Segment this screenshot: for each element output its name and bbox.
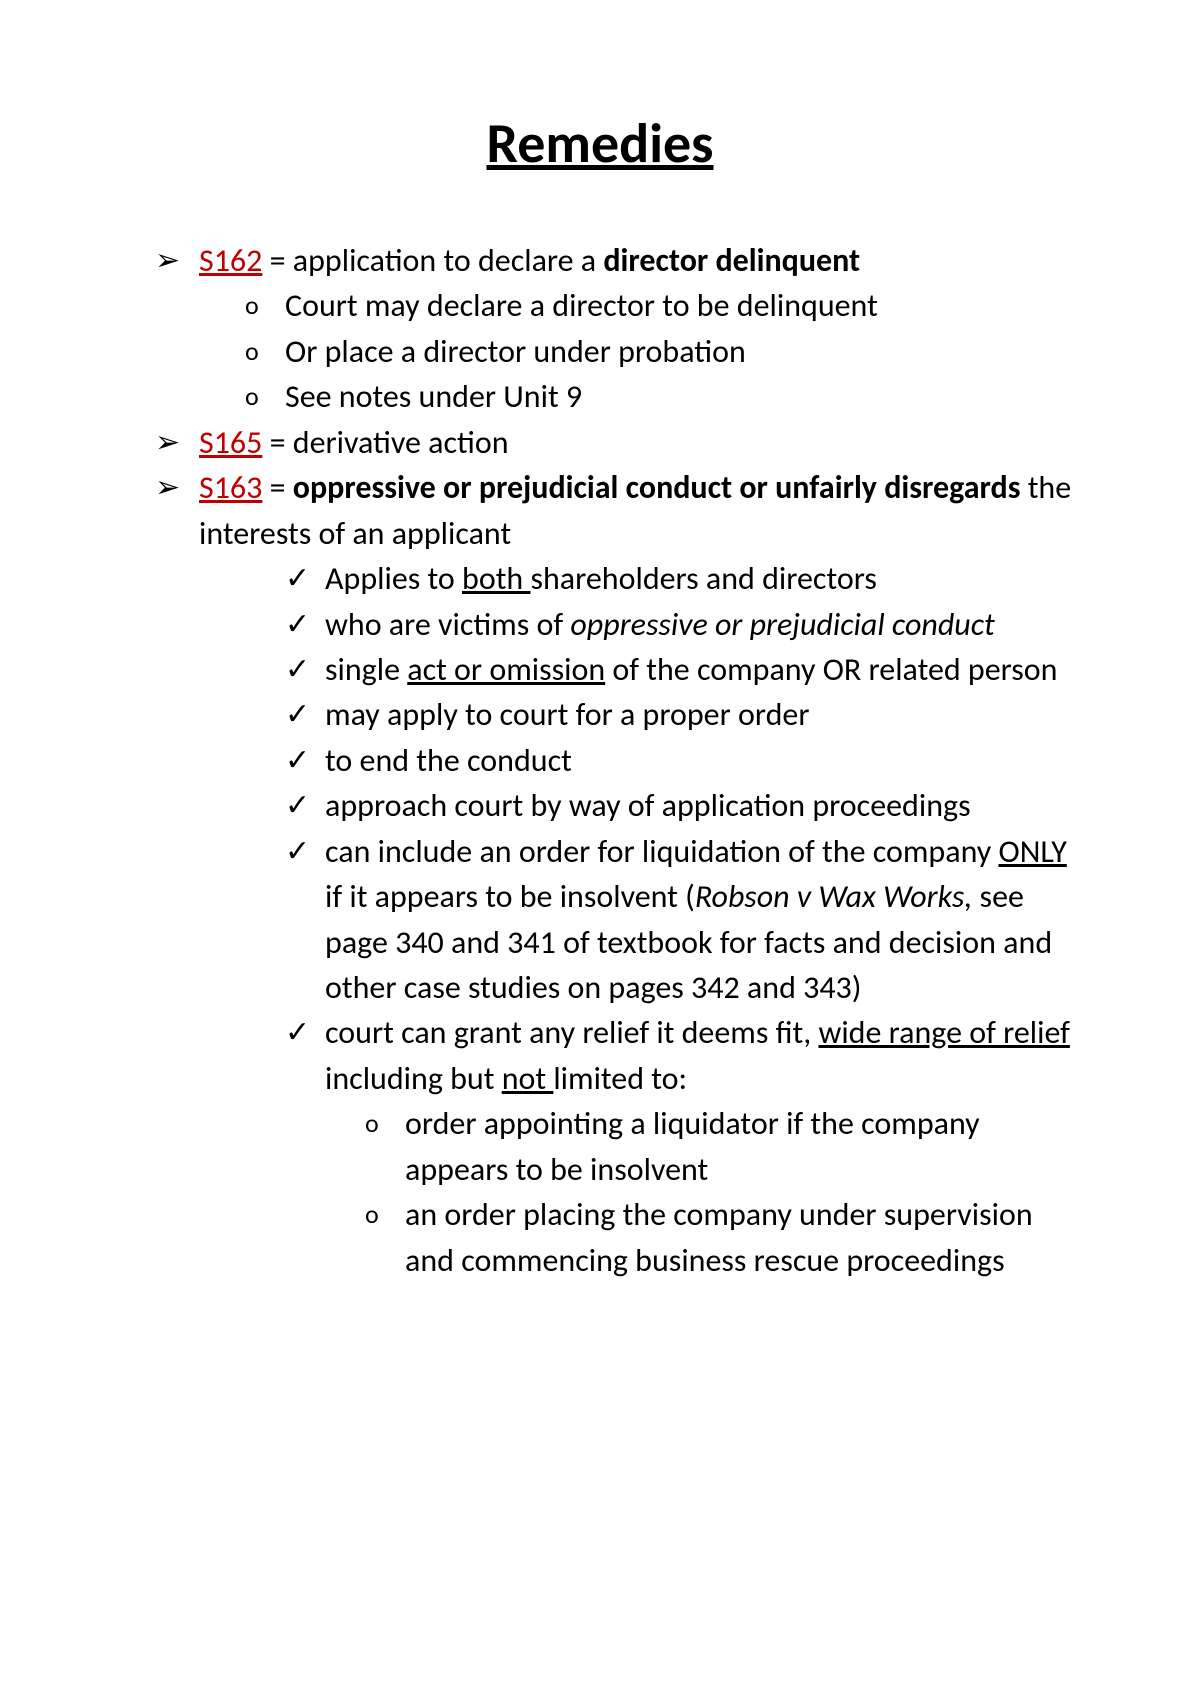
text: can include an order for liquidation of … — [325, 829, 1085, 1011]
check-item: ✓ who are victims of oppressive or preju… — [115, 602, 1085, 647]
check-icon: ✓ — [285, 740, 325, 783]
check-item: ✓ single act or omission of the company … — [115, 647, 1085, 692]
text: to end the conduct — [325, 738, 1085, 783]
text-italic: Robson v Wax Works, — [695, 877, 973, 916]
text: order appointing a liquidator if the com… — [405, 1101, 1085, 1192]
check-item: ✓ to end the conduct — [115, 738, 1085, 783]
check-icon: ✓ — [285, 604, 325, 647]
text: shareholders and directors — [530, 559, 876, 598]
text: can include an order for liquidation of … — [325, 832, 999, 871]
check-icon: ✓ — [285, 1012, 325, 1055]
page-title: Remedies — [115, 110, 1085, 178]
circle-icon: o — [245, 333, 285, 370]
text: = derivative action — [262, 423, 508, 462]
circle-icon: o — [365, 1196, 405, 1233]
document-page: { "title": "Remedies", "s162": { "code":… — [0, 0, 1200, 1697]
text-underline: both — [462, 559, 530, 598]
text: Applies to both shareholders and directo… — [325, 556, 1085, 601]
check-item: ✓ court can grant any relief it deems fi… — [115, 1010, 1085, 1101]
check-icon: ✓ — [285, 831, 325, 874]
section-code: S162 — [199, 241, 262, 280]
item-s165: ➢ S165 = derivative action — [115, 420, 1085, 465]
check-item: ✓ approach court by way of application p… — [115, 783, 1085, 828]
text: = application to declare a — [262, 241, 603, 280]
subitem: o Court may declare a director to be del… — [115, 283, 1085, 328]
check-icon: ✓ — [285, 694, 325, 737]
notes-body: ➢ S162 = application to declare a direct… — [115, 238, 1085, 1283]
check-item: ✓ may apply to court for a proper order — [115, 692, 1085, 737]
check-icon: ✓ — [285, 558, 325, 601]
text: limited to: — [553, 1059, 687, 1098]
check-item: ✓ Applies to both shareholders and direc… — [115, 556, 1085, 601]
item-s163-text: S163 = oppressive or prejudicial conduct… — [199, 465, 1085, 556]
text: including but — [325, 1059, 502, 1098]
circle-icon: o — [245, 378, 285, 415]
arrow-icon: ➢ — [155, 467, 199, 510]
arrow-icon: ➢ — [155, 240, 199, 283]
text-bold: director delinquent — [603, 241, 860, 280]
circle-icon: o — [245, 287, 285, 324]
item-s162: ➢ S162 = application to declare a direct… — [115, 238, 1085, 283]
text: may apply to court for a proper order — [325, 692, 1085, 737]
text: court can grant any relief it deems fit, — [325, 1013, 818, 1052]
text: single act or omission of the company OR… — [325, 647, 1085, 692]
text: if it appears to be insolvent ( — [325, 877, 695, 916]
item-s165-text: S165 = derivative action — [199, 420, 1085, 465]
text: single — [325, 650, 407, 689]
relief-item: o an order placing the company under sup… — [115, 1192, 1085, 1283]
text: See notes under Unit 9 — [285, 374, 1085, 419]
arrow-icon: ➢ — [155, 422, 199, 465]
text-underline: ONLY — [999, 832, 1067, 871]
text: Applies to — [325, 559, 462, 598]
text-underline: wide range of relief — [818, 1013, 1069, 1052]
circle-icon: o — [365, 1105, 405, 1142]
section-code: S163 — [199, 468, 262, 507]
text: who are victims of — [325, 605, 570, 644]
item-s162-text: S162 = application to declare a director… — [199, 238, 1085, 283]
text: approach court by way of application pro… — [325, 783, 1085, 828]
text-underline: act or omission — [407, 650, 605, 689]
text: who are victims of oppressive or prejudi… — [325, 602, 1085, 647]
text-bold: oppressive or prejudicial conduct or unf… — [293, 468, 1021, 507]
check-icon: ✓ — [285, 785, 325, 828]
text-underline: not — [502, 1059, 554, 1098]
text: of the company OR related person — [605, 650, 1057, 689]
subitem: o Or place a director under probation — [115, 329, 1085, 374]
text: an order placing the company under super… — [405, 1192, 1085, 1283]
section-code: S165 — [199, 423, 262, 462]
relief-item: o order appointing a liquidator if the c… — [115, 1101, 1085, 1192]
text: court can grant any relief it deems fit,… — [325, 1010, 1085, 1101]
text-italic: oppressive or prejudicial conduct — [570, 605, 994, 644]
text: Court may declare a director to be delin… — [285, 283, 1085, 328]
check-item: ✓ can include an order for liquidation o… — [115, 829, 1085, 1011]
text: Or place a director under probation — [285, 329, 1085, 374]
subitem: o See notes under Unit 9 — [115, 374, 1085, 419]
text: = — [262, 468, 292, 507]
check-icon: ✓ — [285, 649, 325, 692]
item-s163: ➢ S163 = oppressive or prejudicial condu… — [115, 465, 1085, 556]
